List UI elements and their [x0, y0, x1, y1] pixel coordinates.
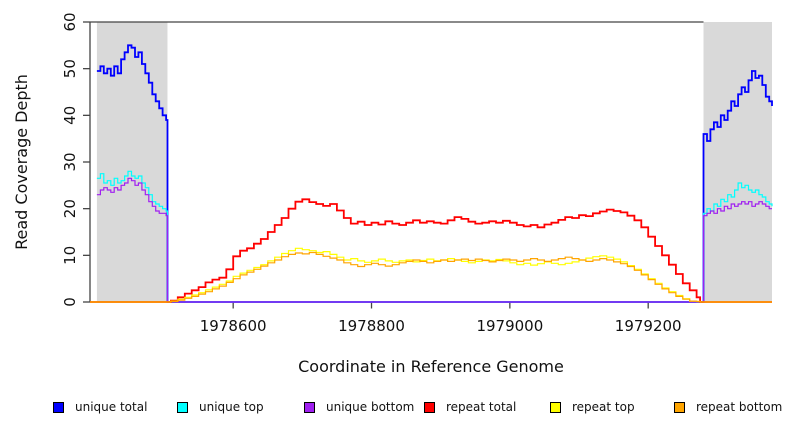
shaded-rect-left: [96, 22, 168, 302]
y-tick-label: 20: [61, 199, 79, 218]
y-tick-label: 10: [61, 246, 79, 265]
x-axis-ticks: 1978600 1978800 1979000 1979200: [200, 302, 682, 335]
shaded-rect-right: [703, 22, 772, 302]
legend-label-repeat-top: repeat top: [572, 400, 635, 414]
legend-item-repeat-top: repeat top: [550, 398, 635, 416]
y-tick-label: 40: [61, 106, 79, 125]
shaded-region-right: [703, 22, 772, 302]
legend-swatch-repeat-bottom: [674, 401, 685, 413]
series-lines: [90, 44, 773, 303]
series-unique-bottom: [96, 177, 772, 303]
y-axis-label: Read Coverage Depth: [12, 74, 31, 250]
legend-label-unique-total: unique total: [75, 400, 148, 414]
legend-label-unique-bottom: unique bottom: [326, 400, 415, 414]
x-tick-label: 1978800: [338, 317, 405, 335]
series-unique-top: [96, 170, 773, 303]
legend-swatch-repeat-total: [424, 401, 435, 413]
x-tick-label: 1979000: [476, 317, 543, 335]
x-tick-label: 1979200: [615, 317, 682, 335]
shaded-region-left: [96, 22, 168, 302]
y-tick-label: 50: [61, 59, 79, 78]
legend-item-unique-total: unique total: [53, 398, 147, 416]
series-repeat-total: [90, 198, 772, 303]
x-tick-label: 1978600: [200, 317, 267, 335]
legend-label-repeat-bottom: repeat bottom: [696, 400, 783, 414]
y-tick-label: 30: [61, 152, 79, 171]
legend-swatch-unique-bottom: [304, 401, 315, 413]
y-tick-label: 60: [61, 12, 79, 31]
legend: unique total unique top unique bottom repea…: [0, 398, 792, 420]
legend-label-repeat-total: repeat total: [446, 400, 517, 414]
chart-svg: 1978600 1978800 1979000 1979200 0 10 20 30 40 50…: [12, 12, 773, 376]
series-unique-total: [96, 44, 773, 303]
legend-swatch-unique-total: [53, 401, 64, 413]
legend-item-repeat-bottom: repeat bottom: [674, 398, 782, 416]
legend-item-unique-bottom: unique bottom: [304, 398, 414, 416]
y-axis-ticks: 0 10 20 30 40 50 60: [61, 12, 90, 307]
series-repeat-bottom: [90, 251, 772, 303]
y-tick-label: 0: [61, 297, 79, 307]
x-axis-label: Coordinate in Reference Genome: [298, 357, 564, 376]
legend-item-unique-top: unique top: [177, 398, 264, 416]
legend-swatch-repeat-top: [550, 401, 561, 413]
legend-swatch-unique-top: [177, 401, 188, 413]
legend-item-repeat-total: repeat total: [424, 398, 516, 416]
legend-label-unique-top: unique top: [199, 400, 264, 414]
